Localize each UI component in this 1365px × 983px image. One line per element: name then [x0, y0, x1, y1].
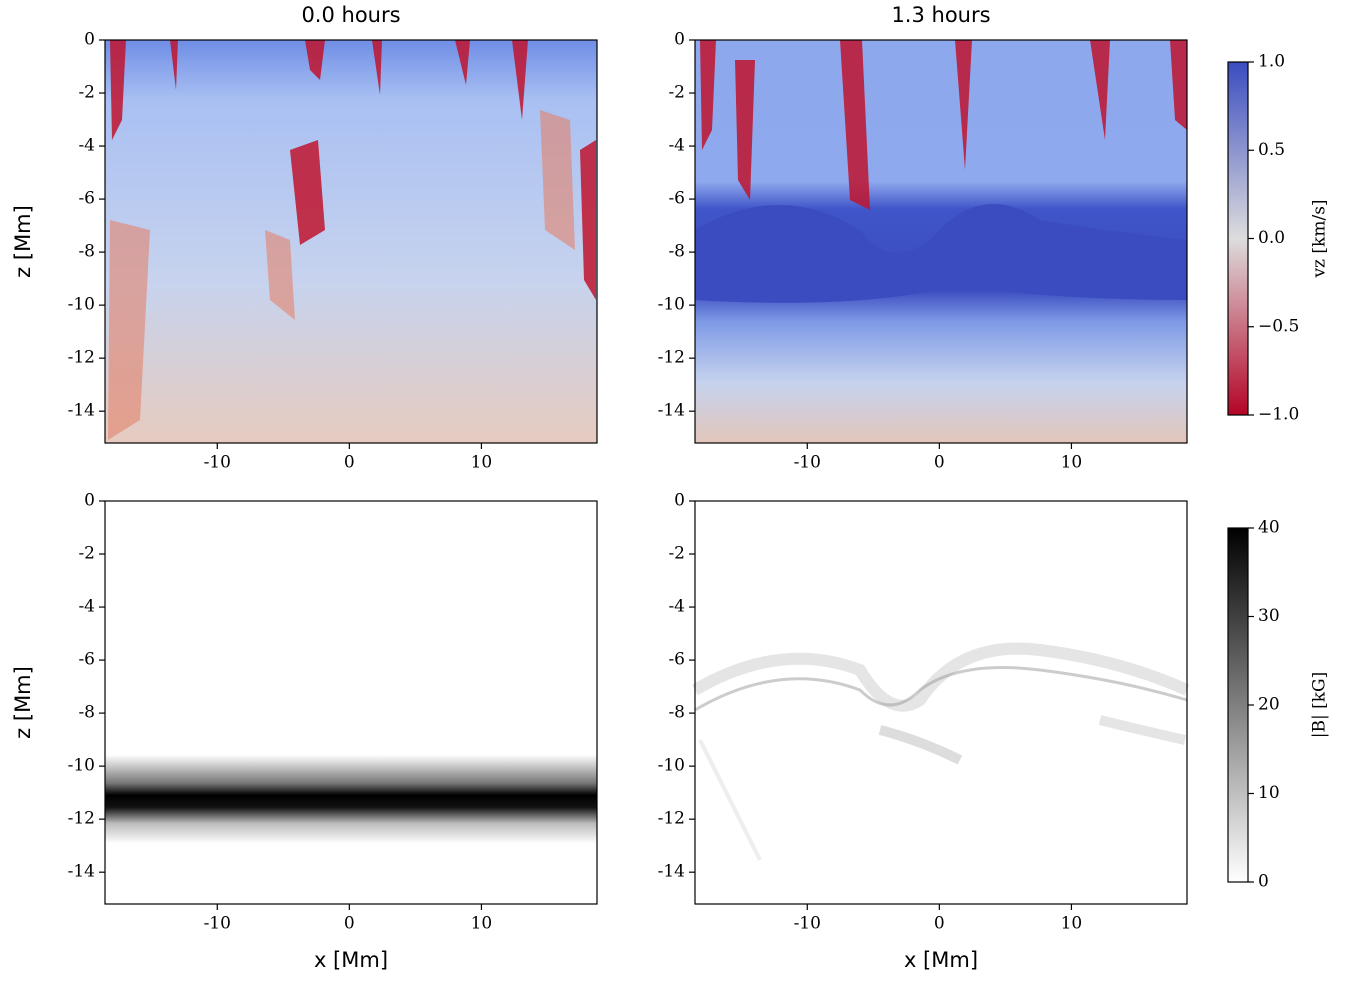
x-tick-label: 0 [344, 453, 355, 473]
y-tick-label: -6 [668, 650, 685, 670]
panel-title: 1.3 hours [891, 3, 990, 27]
heatmap-image [105, 40, 1190, 904]
colorbar-tick-label: 40 [1258, 518, 1280, 538]
x-axis-label: x [Mm] [904, 948, 978, 972]
colorbar-label: |B| [kG] [1310, 672, 1330, 739]
colorbar-tick-label: 0.0 [1258, 228, 1285, 248]
y-tick-label: -8 [668, 242, 685, 262]
colorbar-tick-label: 30 [1258, 606, 1280, 626]
y-tick-label: -8 [78, 242, 95, 262]
x-tick-label: 10 [1061, 914, 1083, 934]
plot-frame [104, 500, 598, 905]
y-tick-label: 0 [84, 30, 95, 50]
y-tick-label: -14 [658, 401, 685, 421]
colorbar [1227, 61, 1249, 416]
y-tick-label: -4 [668, 136, 685, 156]
colorbar-tick-label: −1.0 [1258, 405, 1299, 425]
y-tick-label: -10 [658, 756, 685, 776]
x-tick-label: -10 [204, 453, 231, 473]
y-tick-label: -8 [668, 703, 685, 723]
colorbar [1227, 527, 1249, 883]
y-tick-label: -8 [78, 703, 95, 723]
x-tick-label: 10 [1061, 453, 1083, 473]
y-tick-label: -2 [78, 544, 95, 564]
colorbar-tick-label: 10 [1258, 783, 1280, 803]
y-tick-label: 0 [674, 30, 685, 50]
x-tick-label: -10 [794, 914, 821, 934]
y-tick-label: -14 [658, 862, 685, 882]
x-tick-label: 10 [471, 453, 493, 473]
y-tick-label: -2 [668, 544, 685, 564]
y-tick-label: -14 [68, 401, 95, 421]
colorbar-tick-label: 20 [1258, 695, 1280, 715]
colorbar-tick-label: 0.5 [1258, 140, 1285, 160]
colorbar-tick-label: −0.5 [1258, 316, 1299, 336]
y-tick-label: -10 [68, 756, 95, 776]
x-tick-label: 0 [344, 914, 355, 934]
colorbar-tick-label: 1.0 [1258, 52, 1285, 72]
x-tick-label: 0 [934, 453, 945, 473]
y-tick-label: -14 [68, 862, 95, 882]
y-tick-label: -6 [668, 189, 685, 209]
colorbar-tick-label: 0 [1258, 872, 1269, 892]
y-tick-label: -6 [78, 650, 95, 670]
y-tick-label: -2 [668, 83, 685, 103]
y-axis-label: z [Mm] [11, 205, 35, 278]
y-tick-label: -12 [68, 348, 95, 368]
y-tick-label: -4 [78, 136, 95, 156]
y-tick-label: -6 [78, 189, 95, 209]
plot-frame [104, 39, 598, 444]
x-tick-label: 10 [471, 914, 493, 934]
y-tick-label: -10 [658, 295, 685, 315]
plot-frame [694, 500, 1188, 905]
plot-frame [694, 39, 1188, 444]
y-tick-label: 0 [674, 491, 685, 511]
panel-title: 0.0 hours [301, 3, 400, 27]
y-tick-label: -10 [68, 295, 95, 315]
x-tick-label: -10 [794, 453, 821, 473]
y-tick-label: 0 [84, 491, 95, 511]
y-tick-label: -12 [658, 809, 685, 829]
y-tick-label: -4 [78, 597, 95, 617]
x-tick-label: 0 [934, 914, 945, 934]
colorbar-label: vz [km/s] [1310, 199, 1330, 278]
x-axis-label: x [Mm] [314, 948, 388, 972]
y-tick-label: -4 [668, 597, 685, 617]
y-tick-label: -12 [68, 809, 95, 829]
y-axis-label: z [Mm] [11, 666, 35, 739]
y-tick-label: -12 [658, 348, 685, 368]
x-tick-label: -10 [204, 914, 231, 934]
y-tick-label: -2 [78, 83, 95, 103]
